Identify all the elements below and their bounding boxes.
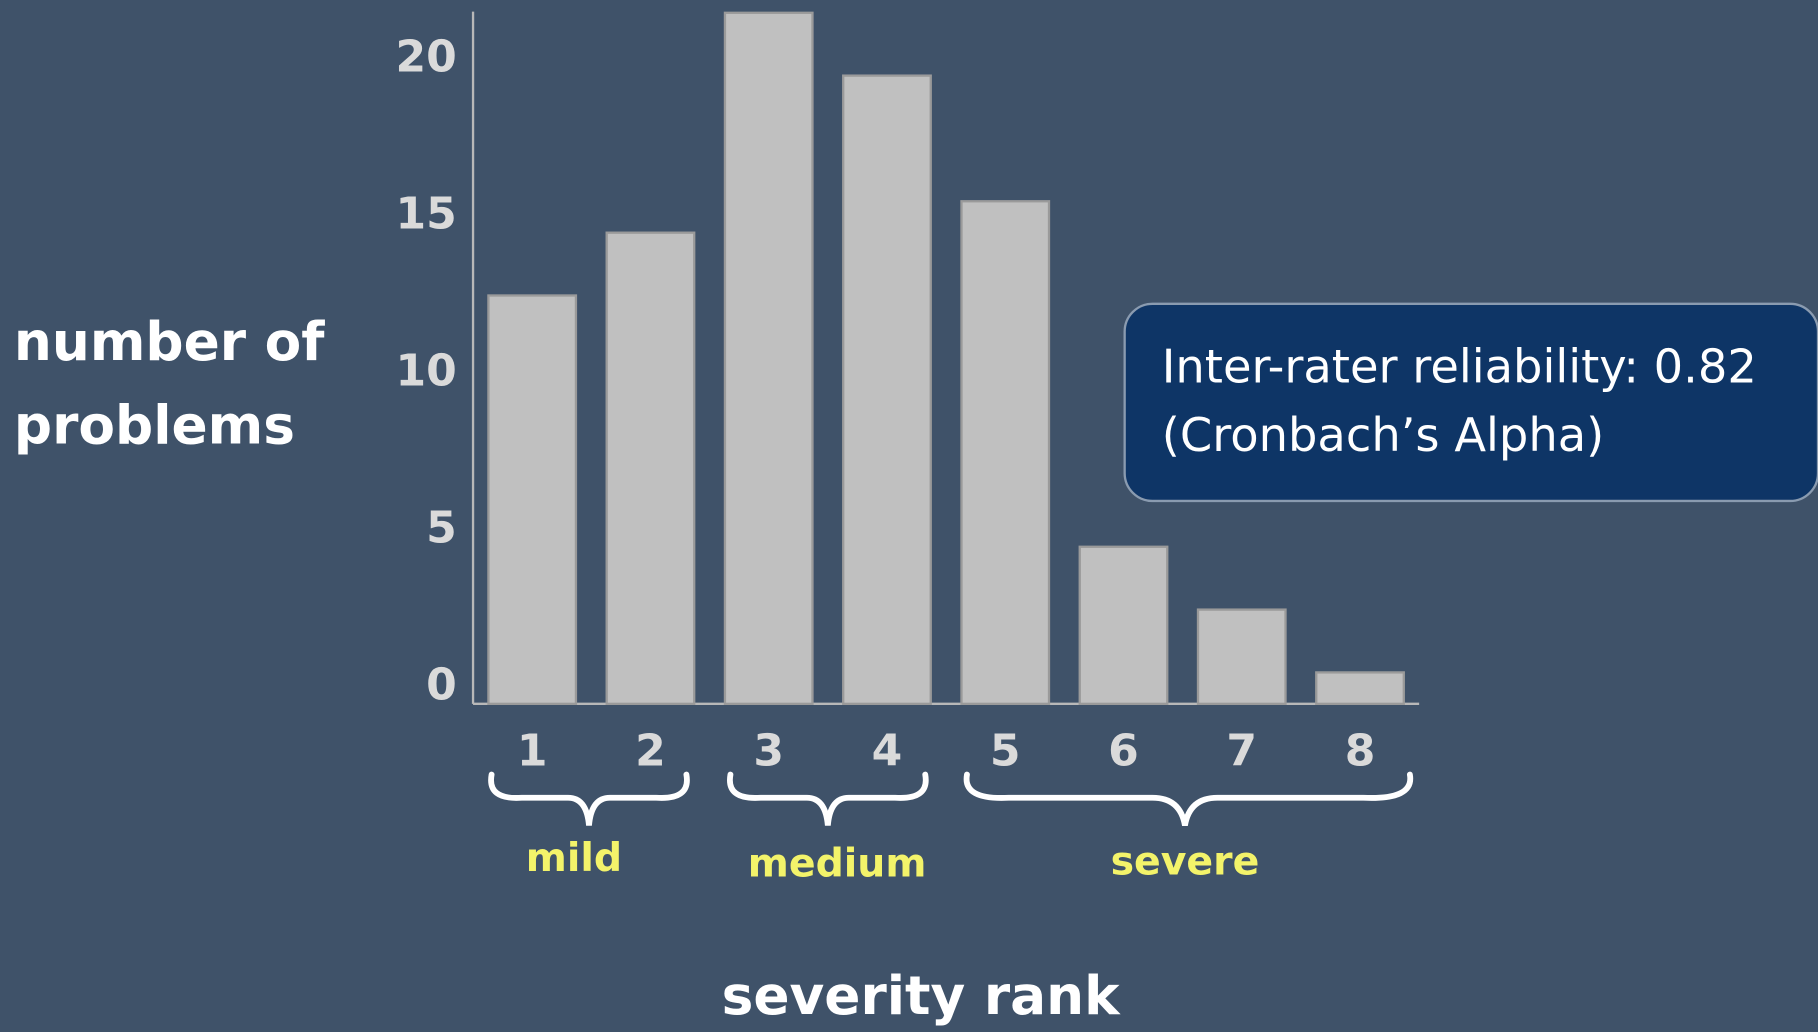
x-tick-label: 8: [1345, 726, 1376, 777]
brace: [963, 771, 1414, 827]
bar: [1078, 545, 1169, 705]
x-axis-label: severity rank: [722, 964, 1121, 1027]
annotation-text: (Cronbach’s Alpha): [1162, 408, 1604, 462]
brace: [488, 771, 690, 826]
y-tick-label: 15: [396, 188, 457, 239]
annotation-text: Inter-rater reliability: 0.82: [1162, 339, 1757, 393]
brace: [727, 771, 929, 826]
group-label: mild: [526, 835, 622, 881]
x-tick-label: 2: [635, 726, 666, 777]
x-tick-label: 5: [990, 726, 1021, 777]
y-tick-label: 5: [426, 503, 457, 554]
group-label: medium: [748, 841, 927, 887]
bar: [487, 294, 578, 705]
x-tick-label: 6: [1108, 726, 1139, 777]
x-tick-label: 7: [1226, 726, 1257, 777]
bar: [1196, 608, 1287, 705]
annotation-box: [1123, 302, 1818, 503]
y-tick-label: 20: [396, 31, 457, 82]
bar: [605, 231, 696, 705]
x-tick-label: 4: [872, 726, 903, 777]
bar: [960, 200, 1051, 705]
bar: [723, 11, 814, 705]
bar: [842, 74, 932, 705]
x-tick-label: 3: [753, 726, 784, 777]
x-tick-label: 1: [517, 726, 548, 777]
bar: [1315, 671, 1405, 705]
y-tick-label: 10: [396, 345, 457, 396]
y-axis-label: problems: [14, 394, 295, 457]
group-label: severe: [1111, 838, 1260, 884]
y-axis-label: number of: [14, 310, 325, 373]
braces: [488, 771, 1414, 827]
y-tick-label: 0: [426, 660, 457, 711]
